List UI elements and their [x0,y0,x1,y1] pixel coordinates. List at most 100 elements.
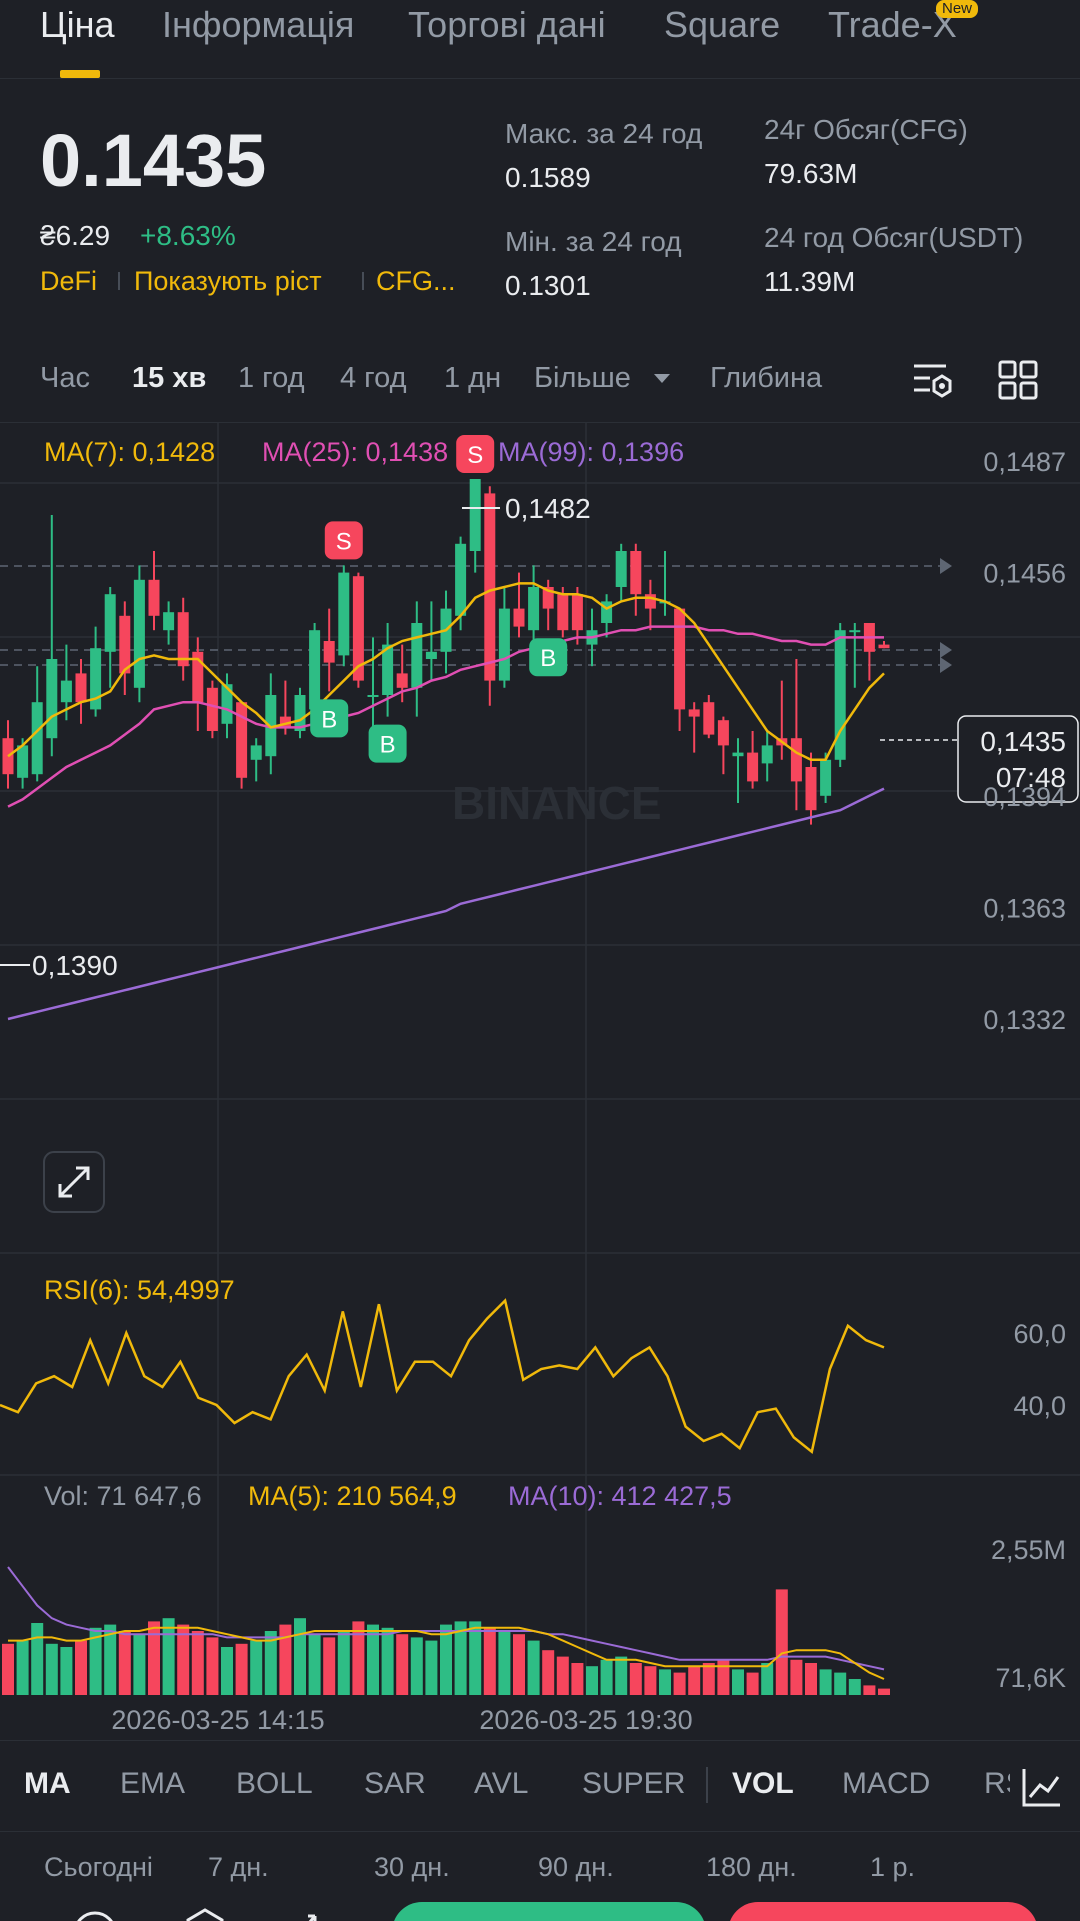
candle-body [688,709,700,717]
buy-marker[interactable] [310,699,349,738]
bottom-action-bar [0,1900,1080,1921]
range-180d[interactable]: 180 дн. [706,1852,797,1882]
grid-layout-icon[interactable] [998,360,1038,400]
vol-legend: Vol: 71 647,6 [44,1481,202,1511]
interval-4h[interactable]: 4 год [340,362,407,394]
favorite-icon[interactable] [180,1908,230,1921]
expand-chart-button[interactable] [43,1151,105,1213]
sell-button[interactable] [728,1902,1038,1921]
tag-gainers[interactable]: Показують ріст [134,266,322,296]
indicator-super[interactable]: SUPER [582,1767,686,1800]
candle-body [148,579,160,616]
indicator-avl[interactable]: AVL [474,1767,529,1800]
indicator-ma[interactable]: MA [24,1767,71,1800]
countdown-label: 07:48 [996,762,1066,793]
buy-marker[interactable] [368,724,407,763]
interval-more[interactable]: Більше [534,362,631,394]
time-range-row: Сьогодні 7 дн. 30 дн. 90 дн. 180 дн. 1 р… [0,1830,1080,1900]
share-icon[interactable] [290,1908,340,1921]
candlestick-chart[interactable]: BINANCE S S B B B 0,1482 0,1390 0,1435 07:48… [0,423,1080,1741]
candle-body [367,695,379,697]
range-90d[interactable]: 90 дн. [538,1852,614,1882]
indicator-boll[interactable]: BOLL [236,1767,313,1800]
last-price: 0.1435 [40,119,267,202]
chart-settings-icon[interactable] [910,358,954,402]
candle-body [75,673,87,703]
volume-bar [556,1656,569,1695]
tab-trading-data[interactable]: Торгові дані [408,4,606,45]
rsi-axis-60: 60,0 [1013,1319,1066,1349]
indicator-sar[interactable]: SAR [364,1767,426,1800]
candle-body [761,745,773,764]
chevron-down-icon[interactable] [652,372,672,386]
volume-bar [425,1640,438,1695]
candle-body [630,551,642,595]
expand-icon [58,1166,90,1198]
candle-body [411,623,423,688]
low-marker-label: 0,1390 [32,950,118,981]
volume-bar [367,1624,379,1695]
interval-15m[interactable]: 15 хв [132,362,207,394]
indicator-macd[interactable]: MACD [842,1767,931,1800]
candle-body [31,702,43,775]
tab-trade-x[interactable]: Trade-X [828,4,957,45]
candle-body [790,738,802,782]
candle-body [294,695,306,731]
buy-button[interactable] [392,1902,706,1921]
tag-defi[interactable]: DeFi [40,266,98,296]
candle-body [703,702,715,735]
vol-ma5-line [8,1626,885,1680]
volume-bar [323,1637,336,1695]
interval-1h[interactable]: 1 год [238,362,305,394]
marker-label: B [321,706,337,733]
volume-bar [644,1666,657,1695]
candle-body [265,695,277,757]
volume-bar [790,1659,803,1695]
sell-marker[interactable] [456,435,495,473]
indicator-vol[interactable]: VOL [732,1767,794,1800]
indicator-ema[interactable]: EMA [120,1767,186,1800]
candle-body [221,684,233,724]
candle-body [747,752,759,782]
interval-time[interactable]: Час [40,362,90,394]
tab-price[interactable]: Ціна [40,4,115,45]
tab-info[interactable]: Інформація [162,4,355,45]
volume-quote-label: 24 год Обсяг(USDT) [764,222,1024,253]
interval-1d[interactable]: 1 дн [444,362,502,394]
indicator-settings-button[interactable] [1010,1755,1080,1817]
volume-bar [717,1659,730,1695]
candle-body [601,601,613,623]
candle-body [542,587,554,609]
candle-body [279,716,291,728]
indicator-divider [706,1767,708,1803]
range-1y[interactable]: 1 р. [870,1852,916,1882]
volume-bar [16,1640,29,1695]
volume-bar [31,1623,44,1695]
range-7d[interactable]: 7 дн. [208,1852,269,1882]
candle-body [528,587,540,631]
candle-body [484,493,496,681]
time-label-1: 2026-03-25 14:15 [111,1705,324,1735]
volume-bar [732,1669,744,1695]
more-icon[interactable] [70,1908,120,1921]
tab-square[interactable]: Square [664,4,781,45]
volume-bar [819,1669,832,1695]
tag-cfg[interactable]: CFG... [376,266,456,296]
marker-label: S [467,442,483,469]
volume-bar [352,1621,365,1695]
range-30d[interactable]: 30 дн. [374,1852,450,1882]
buy-marker[interactable] [529,638,568,677]
high-marker-label: 0,1482 [505,493,591,524]
chart-area[interactable]: BINANCE S S B B B 0,1482 0,1390 0,1435 07:48… [0,422,1080,1741]
range-today[interactable]: Сьогодні [44,1852,153,1882]
sell-marker[interactable] [324,521,363,560]
volume-bar [834,1672,847,1695]
high-24h-label: Макс. за 24 год [505,118,703,149]
volume-bar [235,1643,248,1695]
interval-depth[interactable]: Глибина [710,362,823,394]
indicator-chart-icon [1022,1769,1060,1807]
current-price-box[interactable] [957,715,1079,803]
candle-body [717,720,729,746]
vol-ma10-legend: MA(10): 412 427,5 [508,1481,732,1511]
volume-bar [148,1621,160,1695]
